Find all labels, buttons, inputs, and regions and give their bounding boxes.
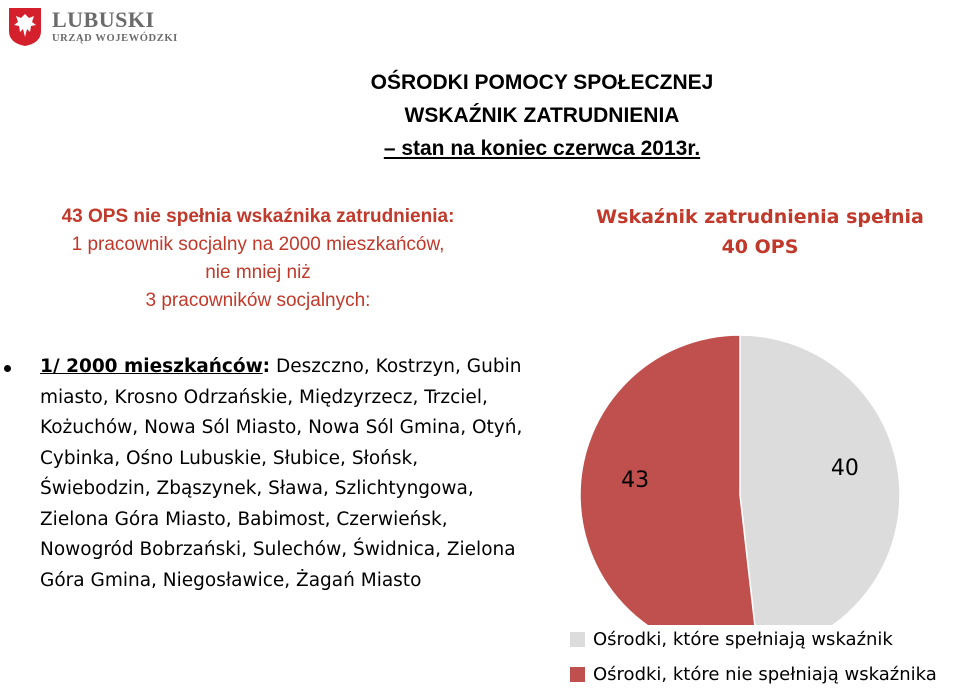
left-header-line-1-text: OPS nie spełnia wskaźnika zatrudnienia: — [82, 206, 455, 227]
pie-label-meets: 40 — [831, 456, 859, 481]
logo: LUBUSKI URZĄD WOJEWÓDZKI — [8, 6, 178, 48]
list-item: 1/ 2000 mieszkańców: Deszczno, Kostrzyn,… — [40, 352, 530, 596]
chart-heading-line-1: Wskaźnik zatrudnienia spełnia — [596, 206, 924, 228]
chart-legend: Ośrodki, które spełniają wskaźnik Ośrodk… — [570, 622, 960, 692]
chart-heading: Wskaźnik zatrudnienia spełnia 40 OPS — [560, 202, 960, 262]
page-title: OŚRODKI POMOCY SPOŁECZNEJ WSKAŹNIK ZATRU… — [292, 66, 792, 165]
pie-label-not-meets: 43 — [621, 468, 649, 493]
pie-chart-svg: 40 43 — [579, 334, 901, 625]
title-line-2: WSKAŹNIK ZATRUDNIENIA — [404, 104, 680, 127]
left-header-line-3: nie mniej niż — [205, 262, 311, 283]
pie-slice-meets — [739, 334, 901, 625]
chart-heading-line-2: 40 OPS — [721, 236, 799, 258]
left-header: 43 OPS nie spełnia wskaźnika zatrudnieni… — [8, 203, 508, 315]
pie-chart: 40 43 — [560, 285, 960, 688]
legend-label-not-meets: Ośrodki, które nie spełniają wskaźnika — [593, 664, 937, 685]
logo-subtitle: URZĄD WOJEWÓDZKI — [52, 33, 178, 45]
not-meeting-count: 43 — [61, 206, 83, 227]
polish-eagle-emblem — [9, 8, 41, 46]
list-municipalities: Deszczno, Kostrzyn, Gubin miasto, Krosno… — [40, 356, 523, 591]
list-lead: 1/ 2000 mieszkańców — [40, 356, 263, 377]
left-header-line-4: 3 pracowników socjalnych: — [145, 290, 371, 311]
list-colon: : — [262, 356, 271, 377]
title-line-3: – stan na koniec czerwca 2013r. — [383, 137, 701, 160]
logo-name: LUBUSKI — [52, 7, 155, 33]
bullet-icon — [4, 365, 11, 372]
pie-slice-not-meets — [579, 334, 756, 625]
legend-swatch-not-meets — [570, 667, 585, 682]
left-header-line-2: 1 pracownik socjalny na 2000 mieszkańców… — [71, 234, 445, 255]
legend-item-not-meets: Ośrodki, które nie spełniają wskaźnika — [570, 657, 960, 692]
legend-label-meets: Ośrodki, które spełniają wskaźnik — [593, 629, 893, 650]
legend-swatch-meets — [570, 632, 585, 647]
left-header-line-1: 43 OPS nie spełnia wskaźnika zatrudnieni… — [8, 203, 508, 231]
title-line-1: OŚRODKI POMOCY SPOŁECZNEJ — [370, 71, 714, 94]
legend-item-meets: Ośrodki, które spełniają wskaźnik — [570, 622, 960, 657]
